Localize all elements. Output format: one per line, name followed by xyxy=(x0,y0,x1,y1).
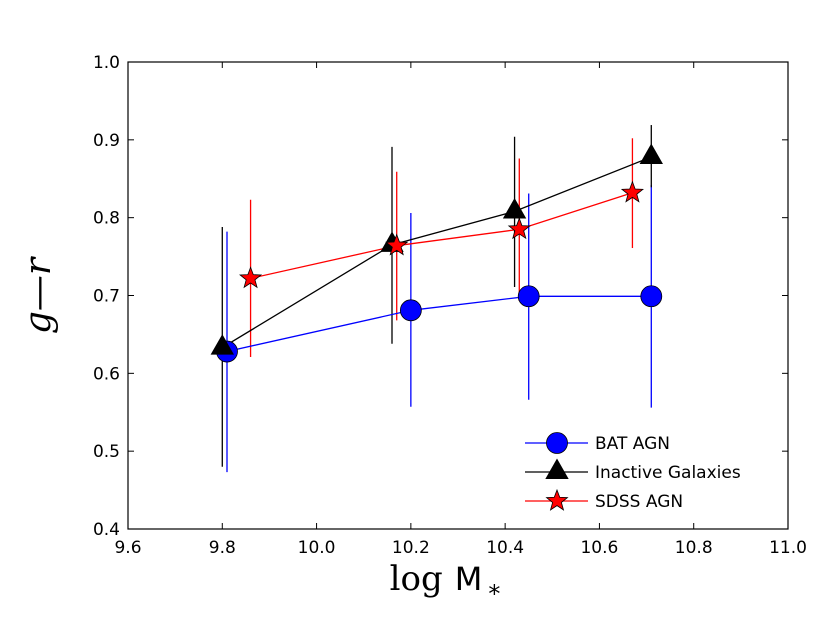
x-tick-label: 10.8 xyxy=(675,538,713,558)
x-axis-label-subscript: * xyxy=(488,580,500,608)
x-tick-label: 10.6 xyxy=(580,538,618,558)
x-tick-label: 10.2 xyxy=(392,538,430,558)
bat-agn-point xyxy=(517,285,540,308)
y-axis-label: g—r xyxy=(18,256,59,334)
x-tick-label: 9.6 xyxy=(114,538,141,558)
bat-agn-series-line xyxy=(226,295,652,353)
sdss-agn-point xyxy=(507,217,531,240)
x-axis-label-log: log xyxy=(390,559,443,599)
legend-inactive-galaxies-marker xyxy=(545,458,569,479)
lines-layer xyxy=(221,156,652,353)
y-tick-label: 0.7 xyxy=(93,287,120,307)
inactive-galaxies-point xyxy=(502,197,527,219)
legend-sdss-agn-marker xyxy=(545,488,569,511)
sdss-agn-point xyxy=(620,180,644,203)
x-axis-label: log M * xyxy=(390,559,501,608)
inactive-galaxies-point xyxy=(639,143,663,164)
legend: BAT AGN Inactive Galaxies SDSS AGN xyxy=(525,432,741,512)
x-axis-label-mass: M xyxy=(455,560,483,598)
sdss-agn-point xyxy=(385,233,409,256)
y-tick-label: 0.8 xyxy=(93,209,120,229)
bat-agn-point xyxy=(640,285,663,308)
y-tick-label: 0.4 xyxy=(93,520,120,540)
y-tick-label: 0.9 xyxy=(93,131,120,151)
legend-bat-agn-marker xyxy=(546,432,568,454)
inactive-galaxies-series-line xyxy=(221,156,652,349)
inactive-galaxies-point xyxy=(210,334,234,355)
legend-inactive-galaxies-label: Inactive Galaxies xyxy=(595,463,741,483)
markers-layer xyxy=(210,143,663,363)
y-tick-label: 1.0 xyxy=(93,53,120,73)
x-tick-label: 11.0 xyxy=(769,538,807,558)
legend-sdss-agn-label: SDSS AGN xyxy=(595,492,683,512)
legend-bat-agn-label: BAT AGN xyxy=(595,434,670,454)
sdss-agn-point xyxy=(239,266,263,289)
ticks-layer: 9.6 9.8 10.0 10.2 10.4 10.6 10.8 11.0 0.4 0.5 0.6 0… xyxy=(93,53,807,558)
y-tick-label: 0.6 xyxy=(93,364,120,384)
y-tick-label: 0.5 xyxy=(93,442,120,462)
x-tick-label: 10.0 xyxy=(298,538,336,558)
x-tick-label: 10.4 xyxy=(486,538,524,558)
errorbars-layer xyxy=(221,125,652,473)
sdss-agn-series-line xyxy=(250,192,633,280)
bat-agn-point xyxy=(399,299,422,322)
plot-frame xyxy=(127,61,789,530)
x-tick-label: 9.8 xyxy=(209,538,236,558)
